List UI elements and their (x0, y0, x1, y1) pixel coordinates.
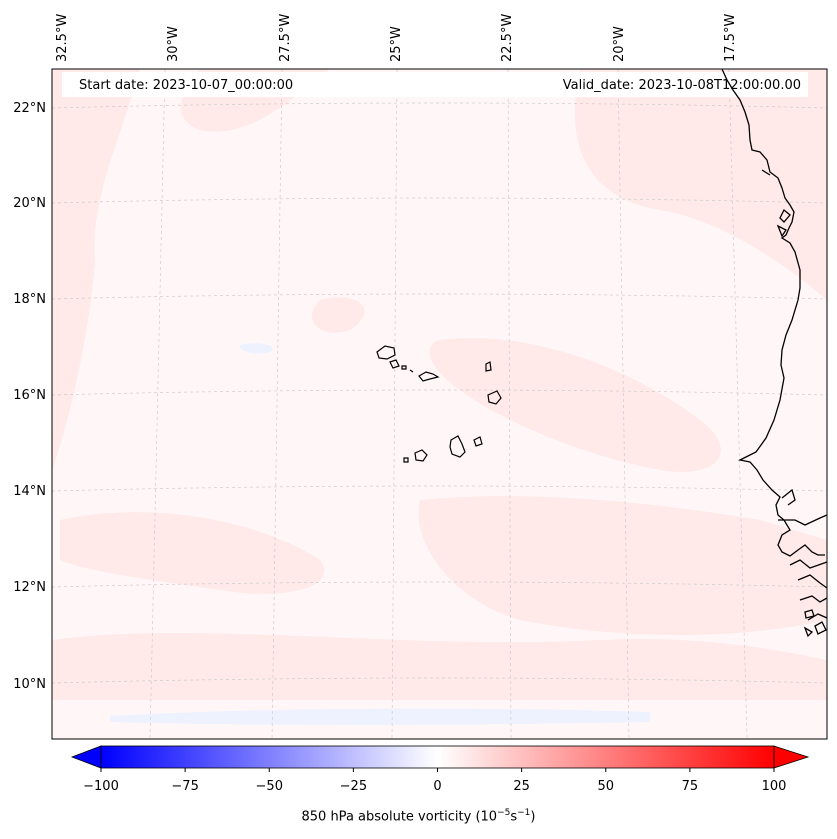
colorbar-tick-label: −50 (256, 779, 283, 794)
colorbar-units-exp2: −1 (517, 808, 531, 818)
lat-label: 10°N (13, 677, 46, 692)
graticule (51, 68, 828, 740)
header-band (62, 72, 808, 97)
lat-label: 16°N (13, 388, 46, 403)
colorbar (100, 745, 775, 769)
lat-label: 20°N (13, 196, 46, 211)
colorbar-tick-label: 50 (597, 779, 614, 794)
colorbar-title: 850 hPa absolute vorticity (10−5s−1) (301, 808, 536, 825)
colorbar-tick-label: −25 (340, 779, 367, 794)
colorbar-tick-label: −100 (83, 779, 119, 794)
lon-label: 32.5°W (55, 14, 70, 62)
colorbar-tick-label: 100 (762, 779, 787, 794)
map-frame (51, 68, 828, 740)
colorbar-variable: 850 hPa absolute vorticity (301, 809, 472, 825)
valid-date-label: Valid_date: 2023-10-08T12:00:00.00 (562, 78, 801, 93)
latitude-labels: 22°N 20°N 18°N 16°N 14°N 12°N 10°N (13, 101, 46, 692)
start-date-label: Start date: 2023-10-07_00:00:00 (79, 78, 294, 93)
lon-label: 25°W (389, 26, 404, 62)
colorbar-low-extension (70, 745, 102, 769)
lat-label: 18°N (13, 292, 46, 307)
colorbar-tick-label: 25 (513, 779, 530, 794)
colorbar-high-extension (773, 745, 810, 769)
colorbar-tick-label: −75 (171, 779, 198, 794)
longitude-labels: 32.5°W 30°W 27.5°W 25°W 22.5°W 20°W 17.5… (55, 14, 738, 62)
colorbar-units-s: s (510, 809, 518, 825)
colorbar-units-exp1: −5 (497, 808, 511, 818)
lat-label: 22°N (13, 101, 46, 116)
lon-label: 20°W (612, 26, 627, 62)
vorticity-contours (52, 69, 827, 700)
colorbar-units-base: 10 (480, 809, 498, 825)
lon-label: 30°W (166, 26, 181, 62)
colorbar-tick-label: 0 (433, 779, 441, 794)
colorbar-tick-label: 75 (682, 779, 699, 794)
coastline (721, 68, 828, 638)
lon-label: 27.5°W (278, 14, 293, 62)
lon-label: 17.5°W (723, 14, 738, 62)
negative-vorticity-streak (110, 343, 650, 725)
colorbar-ticks: −100 −75 −50 −25 0 25 50 75 100 (83, 768, 786, 794)
lon-label: 22.5°W (500, 14, 515, 62)
cape-verde-islands (376, 345, 502, 463)
lat-label: 12°N (13, 580, 46, 595)
lat-label: 14°N (13, 484, 46, 499)
